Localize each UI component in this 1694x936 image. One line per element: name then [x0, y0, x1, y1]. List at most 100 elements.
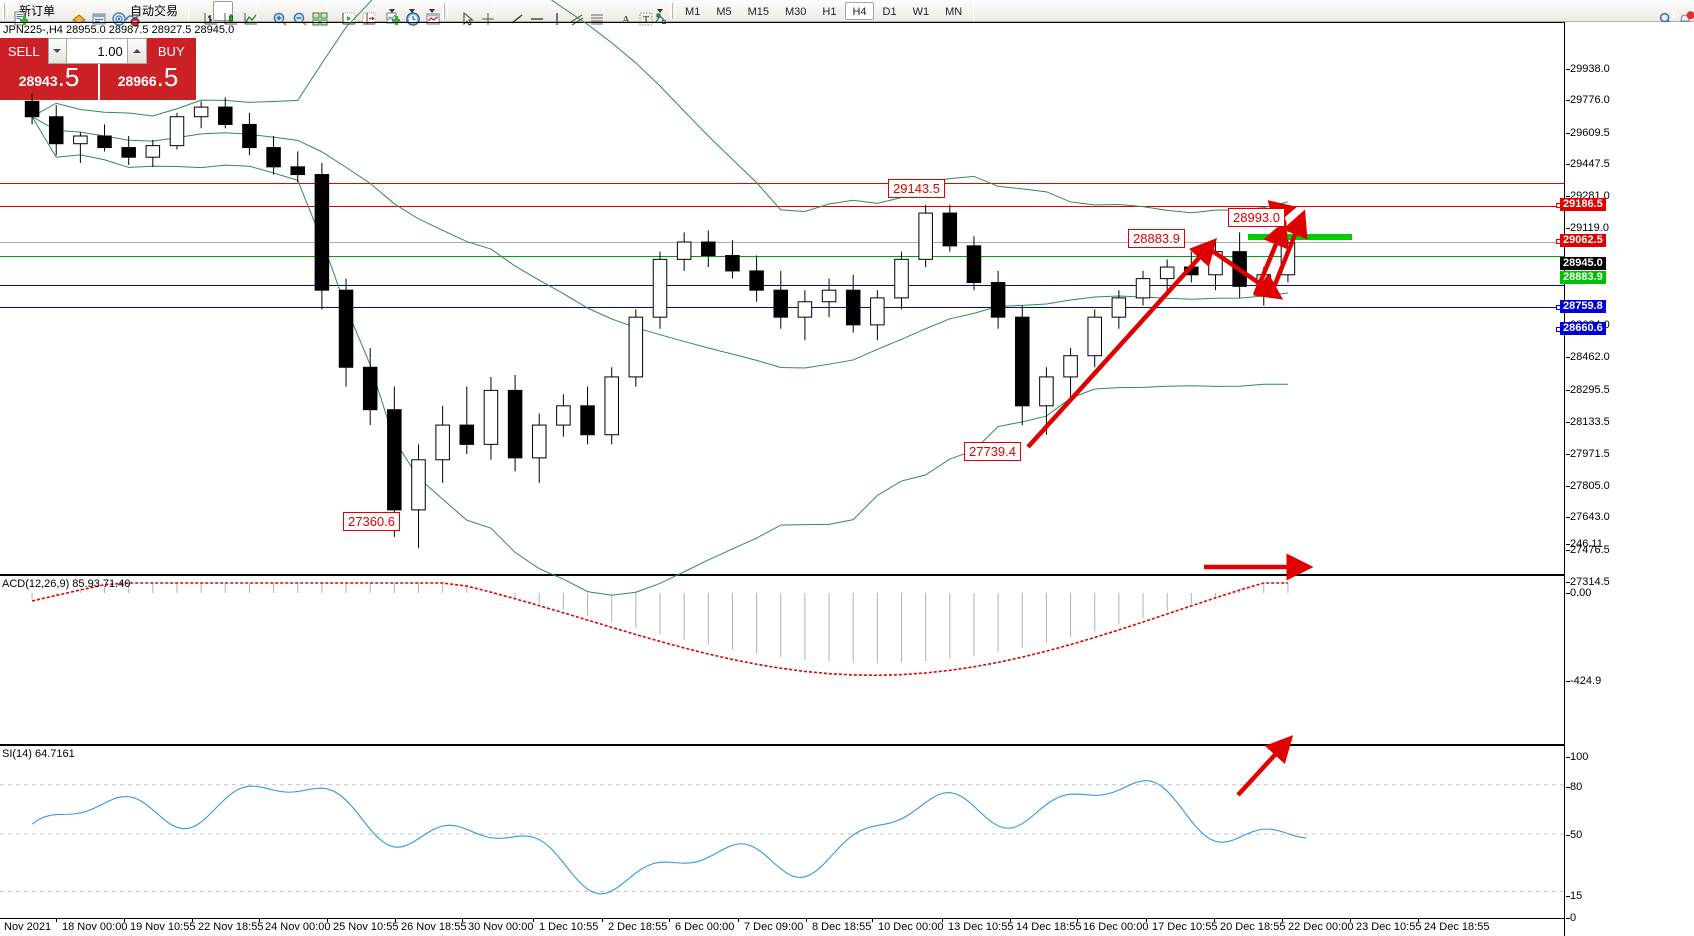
level-drag-handle[interactable]: [1556, 305, 1561, 310]
candlestick[interactable]: [362, 348, 378, 426]
candlestick[interactable]: [580, 386, 595, 445]
price-annotation[interactable]: 28883.9: [1128, 229, 1185, 248]
candlestick[interactable]: [266, 136, 281, 175]
level-drag-handle[interactable]: [1556, 203, 1561, 208]
candlestick[interactable]: [531, 413, 547, 483]
price-annotation[interactable]: 28993.0: [1228, 208, 1285, 227]
navigator-button[interactable]: [101, 1, 126, 26]
candlestick[interactable]: [1063, 348, 1078, 402]
candlestick[interactable]: [942, 204, 958, 252]
candlestick[interactable]: [652, 251, 668, 329]
trend-arrow-up-small[interactable]: [1252, 219, 1289, 296]
candlestick[interactable]: [242, 112, 257, 156]
buy-button[interactable]: BUY: [146, 38, 196, 64]
toolbar-grip-3[interactable]: [670, 2, 677, 19]
text-button[interactable]: A: [608, 1, 630, 26]
candlestick[interactable]: [1111, 290, 1127, 329]
candlestick[interactable]: [556, 394, 571, 437]
volume-decrease-button[interactable]: [47, 38, 68, 64]
candlestick[interactable]: [845, 274, 861, 333]
candlestick[interactable]: [628, 309, 644, 387]
price-annotation[interactable]: 27739.4: [964, 442, 1021, 461]
rsi-trend-arrow[interactable]: [1236, 735, 1294, 797]
chart-canvas[interactable]: [0, 0, 1564, 936]
candlestick[interactable]: [435, 405, 450, 483]
chart-autoscroll-button[interactable]: [351, 1, 376, 24]
candlestick[interactable]: [990, 270, 1006, 329]
notifications-button[interactable]: 1: [1668, 1, 1694, 22]
candlestick[interactable]: [73, 132, 88, 163]
candlestick[interactable]: [870, 290, 885, 341]
sell-price[interactable]: 28943 .5: [0, 64, 98, 100]
timeframe-mn[interactable]: MN: [945, 5, 963, 18]
period-dropdown-caret[interactable]: [409, 8, 416, 13]
price-level-badge[interactable]: 28759.8: [1560, 300, 1606, 313]
objects-dropdown-caret[interactable]: [657, 8, 664, 13]
candlestick[interactable]: [193, 101, 209, 129]
candlestick[interactable]: [701, 230, 716, 268]
candlestick[interactable]: [169, 112, 185, 150]
indicators-dropdown-caret[interactable]: [389, 8, 396, 13]
label-button[interactable]: T: [628, 1, 653, 26]
sell-button[interactable]: SELL: [0, 38, 48, 64]
price-level-badge[interactable]: 28660.6: [1560, 322, 1606, 335]
search-button[interactable]: [1648, 1, 1673, 26]
new-order-button[interactable]: 新订单: [10, 1, 61, 25]
templates-dropdown-caret[interactable]: [429, 8, 436, 13]
price-level-badge[interactable]: 29186.5: [1560, 198, 1606, 211]
timeframe-m15[interactable]: M15: [747, 5, 769, 18]
level-line-support-1[interactable]: [0, 285, 1564, 286]
candlestick[interactable]: [1135, 270, 1151, 306]
candlestick[interactable]: [290, 151, 305, 183]
price-scale[interactable]: 29938.0 29776.0 29609.5 29447.5 29281.0 29119…: [1556, 22, 1694, 936]
candlestick[interactable]: [387, 386, 402, 537]
level-line-resistance-2[interactable]: [0, 206, 1564, 207]
candlestick[interactable]: [507, 374, 523, 472]
horizontal-line-button[interactable]: [519, 1, 544, 21]
candlestick[interactable]: [1159, 259, 1175, 291]
candlestick[interactable]: [918, 204, 933, 268]
timeframe-d1[interactable]: D1: [882, 5, 897, 18]
candlestick[interactable]: [749, 255, 764, 302]
level-line-resistance-1[interactable]: [0, 183, 1564, 184]
level-line-target[interactable]: [0, 256, 1564, 257]
timeframe-w1[interactable]: W1: [912, 5, 930, 18]
timeframe-m1[interactable]: M1: [685, 5, 701, 18]
candlestick[interactable]: [338, 278, 354, 387]
candlestick[interactable]: [676, 232, 692, 271]
candlestick[interactable]: [459, 386, 475, 454]
price-level-badge[interactable]: 29062.5: [1560, 234, 1606, 247]
candlestick[interactable]: [797, 290, 813, 341]
candlestick[interactable]: [725, 240, 740, 279]
candlestick[interactable]: [894, 251, 909, 310]
candlestick-chart-button[interactable]: [213, 0, 238, 24]
toolbar-grip-2[interactable]: [442, 2, 449, 19]
candlestick[interactable]: [821, 278, 837, 318]
expert-advisor-button[interactable]: [61, 1, 86, 24]
objects-button[interactable]: [648, 1, 668, 24]
zoom-out-button[interactable]: [282, 1, 307, 26]
candlestick[interactable]: [97, 124, 112, 152]
auto-trading-button[interactable]: 自动交易: [121, 1, 184, 26]
volume-input[interactable]: 1.00: [67, 38, 127, 64]
time-axis[interactable]: Nov 2021 18 Nov 00:00 19 Nov 10:55 22 Nov 1…: [0, 918, 1564, 936]
fibonacci-button[interactable]: [579, 1, 604, 24]
data-window-button[interactable]: [81, 1, 106, 24]
price-level-badge[interactable]: 28945.0: [1560, 257, 1606, 270]
candlestick[interactable]: [1087, 309, 1102, 368]
price-annotation[interactable]: 27360.6: [343, 512, 400, 531]
trend-arrow-up-leg[interactable]: [1269, 209, 1308, 293]
price-level-badge[interactable]: 28883.9: [1560, 271, 1606, 284]
cursor-button[interactable]: [450, 1, 474, 26]
candlestick[interactable]: [121, 136, 136, 165]
candlestick[interactable]: [411, 444, 426, 549]
timeframe-h4[interactable]: H4: [845, 1, 874, 20]
price-annotation[interactable]: 29143.5: [888, 179, 945, 198]
trendline-button[interactable]: [499, 1, 523, 24]
candlestick[interactable]: [604, 367, 619, 445]
period-button[interactable]: [400, 1, 420, 26]
candlestick[interactable]: [966, 236, 982, 291]
templates-button[interactable]: [420, 1, 440, 24]
line-chart-button[interactable]: [233, 1, 258, 24]
candlestick[interactable]: [773, 270, 789, 329]
